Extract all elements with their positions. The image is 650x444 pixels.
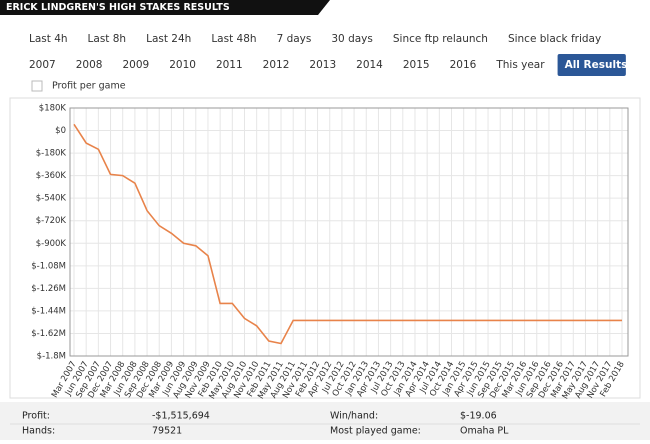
stat-label: Hands: (22, 426, 55, 437)
legend-label[interactable]: Profit per game (52, 81, 126, 92)
filter-button[interactable]: Last 8h (88, 33, 127, 45)
filter-button[interactable]: 2013 (309, 59, 336, 71)
stat-label: Most played game: (330, 426, 421, 437)
filter-button[interactable]: 2009 (122, 59, 149, 71)
stat-label: Profit: (22, 411, 50, 422)
filter-button[interactable]: Since black friday (508, 33, 601, 45)
filter-button[interactable]: All Results (565, 59, 628, 71)
profit-line (73, 123, 622, 345)
filter-button[interactable]: 7 days (277, 33, 312, 45)
y-tick-label: $-1.8M (37, 352, 66, 362)
y-tick-label: $180K (39, 104, 67, 114)
y-tick-label: $-1.26M (31, 284, 66, 294)
y-tick-label: $-1.08M (31, 261, 66, 271)
stat-value: 79521 (152, 426, 182, 437)
filter-button[interactable]: 30 days (331, 33, 372, 45)
filter-button[interactable]: 2012 (263, 59, 290, 71)
chart-box (9, 97, 641, 399)
filter-button[interactable]: 2015 (403, 59, 430, 71)
header-title: ERICK LINDGREN'S HIGH STAKES RESULTS (6, 2, 230, 13)
filter-button-active (557, 54, 626, 76)
y-tick-label: $0 (55, 126, 66, 136)
stat-value: Omaha PL (460, 426, 509, 437)
legend-swatch[interactable] (31, 80, 43, 92)
y-tick-label: $-180K (36, 149, 67, 159)
filter-button[interactable]: Last 24h (146, 33, 191, 45)
stat-label: Win/hand: (330, 411, 378, 422)
plot-border (69, 107, 629, 357)
stats-panel (0, 402, 650, 440)
header-tab (0, 0, 330, 15)
filter-button[interactable]: Since ftp relaunch (393, 33, 488, 45)
y-tick-label: $-900K (36, 239, 67, 249)
filter-button[interactable]: 2010 (169, 59, 196, 71)
filter-button[interactable]: 2014 (356, 59, 383, 71)
y-tick-label: $-1.44M (31, 306, 66, 316)
stat-value: $-19.06 (460, 411, 497, 422)
y-tick-label: $-1.62M (31, 329, 66, 339)
filter-button[interactable]: Last 48h (211, 33, 256, 45)
filter-button[interactable]: 2007 (29, 59, 56, 71)
filter-button[interactable]: 2008 (76, 59, 103, 71)
filter-button[interactable]: This year (495, 59, 545, 71)
y-tick-label: $-360K (36, 171, 67, 181)
filter-button[interactable]: Last 4h (29, 33, 68, 45)
y-tick-label: $-720K (36, 216, 67, 226)
y-tick-label: $-540K (36, 194, 67, 204)
filter-button[interactable]: 2016 (450, 59, 477, 71)
filter-button[interactable]: 2011 (216, 59, 243, 71)
stat-value: -$1,515,694 (152, 411, 210, 422)
